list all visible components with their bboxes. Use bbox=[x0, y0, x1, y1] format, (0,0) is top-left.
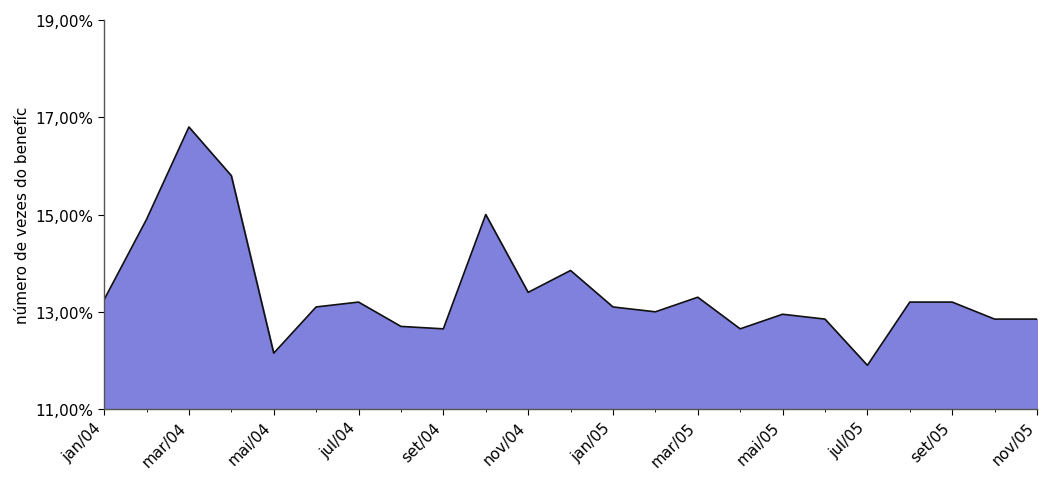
Y-axis label: número de vezes do benefíc: número de vezes do benefíc bbox=[15, 106, 31, 324]
